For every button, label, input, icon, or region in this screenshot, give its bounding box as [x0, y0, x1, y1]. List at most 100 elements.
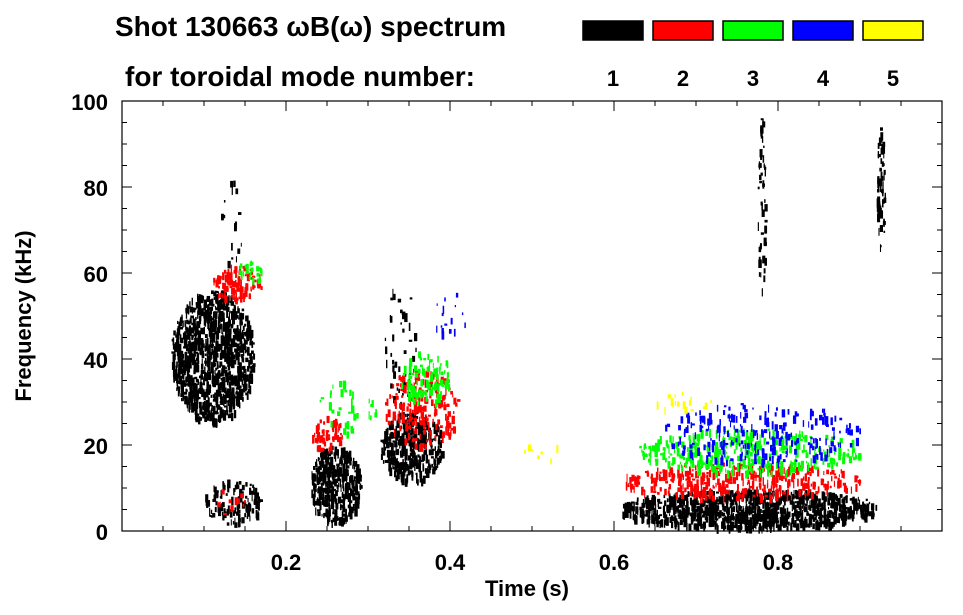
spectral-point-mode-2 — [709, 488, 711, 496]
spectral-point-mode-2 — [758, 482, 762, 488]
spectral-point-mode-1 — [326, 481, 329, 486]
spectral-point-mode-1 — [708, 512, 712, 521]
spectral-point-mode-2 — [797, 478, 799, 487]
spectral-point-mode-1 — [358, 481, 361, 484]
spectral-point-mode-1 — [682, 498, 686, 501]
spectral-point-mode-1 — [218, 370, 220, 377]
spectral-point-mode-1 — [408, 438, 411, 445]
spectrogram-marks — [171, 118, 887, 534]
spectral-point-mode-3 — [639, 445, 642, 449]
spectral-point-mode-1 — [242, 357, 245, 363]
spectral-point-mode-1 — [634, 515, 638, 525]
spectral-point-mode-1 — [202, 387, 204, 394]
spectral-point-mode-3 — [807, 462, 809, 472]
spectral-point-mode-1 — [236, 343, 240, 352]
spectral-point-mode-1 — [659, 519, 663, 523]
spectral-point-mode-3 — [805, 452, 809, 459]
spectral-point-mode-1 — [221, 365, 226, 374]
spectral-point-mode-2 — [798, 488, 802, 497]
spectral-point-mode-1 — [206, 390, 209, 397]
spectral-point-mode-1 — [416, 474, 418, 484]
spectral-point-mode-2 — [856, 483, 858, 490]
spectral-point-mode-1 — [880, 210, 884, 219]
spectral-point-mode-4 — [699, 419, 702, 425]
spectral-point-mode-1 — [754, 519, 757, 529]
spectral-point-mode-5 — [681, 391, 684, 396]
spectral-point-mode-1 — [386, 449, 390, 458]
spectral-point-mode-4 — [699, 415, 703, 422]
spectral-point-mode-1 — [349, 498, 351, 508]
spectral-point-mode-3 — [829, 457, 832, 464]
spectral-point-mode-1 — [332, 517, 336, 522]
spectral-point-mode-2 — [700, 495, 702, 504]
spectral-point-mode-1 — [802, 524, 806, 531]
spectral-point-mode-1 — [226, 388, 230, 393]
spectral-point-mode-2 — [446, 403, 450, 407]
spectral-point-mode-3 — [657, 442, 660, 452]
spectral-point-mode-4 — [680, 416, 684, 424]
spectral-point-mode-1 — [194, 323, 196, 331]
spectral-point-mode-1 — [883, 173, 885, 181]
spectral-point-mode-3 — [369, 415, 372, 421]
spectral-point-mode-1 — [430, 456, 434, 459]
spectral-point-mode-3 — [748, 463, 753, 471]
spectral-point-mode-1 — [392, 432, 396, 439]
spectral-point-mode-1 — [686, 498, 689, 504]
spectral-point-mode-1 — [210, 394, 213, 398]
spectral-point-mode-3 — [700, 464, 704, 468]
spectral-point-mode-1 — [793, 512, 796, 517]
spectral-point-mode-1 — [860, 510, 863, 517]
spectral-point-mode-1 — [348, 482, 351, 491]
spectral-point-mode-1 — [328, 508, 331, 517]
spectral-point-mode-1 — [432, 421, 436, 428]
legend-label-mode-1: 1 — [607, 66, 619, 91]
spectral-point-mode-1 — [173, 354, 176, 360]
spectral-point-mode-1 — [812, 523, 815, 530]
spectral-point-mode-1 — [744, 522, 747, 527]
spectral-point-mode-1 — [230, 180, 234, 188]
spectral-point-mode-1 — [699, 491, 702, 497]
spectral-point-mode-1 — [194, 337, 198, 346]
spectral-point-mode-1 — [726, 516, 730, 524]
spectral-point-mode-2 — [700, 482, 703, 491]
spectral-point-mode-1 — [348, 508, 350, 515]
spectral-point-mode-3 — [419, 357, 423, 361]
spectral-point-mode-2 — [690, 473, 694, 478]
spectral-point-mode-1 — [315, 464, 318, 467]
spectral-point-mode-1 — [808, 514, 813, 520]
spectral-point-mode-1 — [193, 350, 196, 357]
spectral-point-mode-1 — [195, 302, 199, 306]
spectral-point-mode-1 — [441, 451, 445, 459]
spectral-point-mode-1 — [251, 493, 253, 502]
spectral-point-mode-2 — [438, 426, 441, 436]
spectral-point-mode-3 — [714, 451, 717, 459]
spectral-point-mode-1 — [312, 478, 315, 486]
spectral-point-mode-2 — [400, 412, 403, 418]
spectral-point-mode-1 — [381, 440, 385, 443]
spectral-point-mode-4 — [782, 459, 786, 463]
spectral-point-mode-1 — [312, 483, 316, 486]
spectral-point-mode-4 — [730, 458, 734, 462]
spectral-point-mode-1 — [882, 220, 886, 225]
spectral-point-mode-1 — [842, 498, 845, 503]
spectral-point-mode-1 — [180, 350, 184, 356]
spectral-point-mode-1 — [423, 439, 426, 447]
spectral-point-mode-1 — [230, 519, 232, 526]
spectral-point-mode-1 — [318, 497, 321, 507]
spectral-point-mode-1 — [193, 382, 197, 389]
spectral-point-mode-2 — [777, 468, 780, 478]
spectral-point-mode-2 — [312, 434, 315, 444]
spectral-point-mode-2 — [627, 484, 630, 488]
spectral-point-mode-1 — [226, 355, 231, 362]
spectral-point-mode-1 — [335, 479, 339, 483]
spectral-point-mode-1 — [178, 386, 181, 392]
spectral-point-mode-1 — [622, 503, 626, 509]
spectral-point-mode-4 — [756, 433, 759, 440]
spectral-point-mode-2 — [444, 401, 446, 405]
spectral-point-mode-1 — [322, 454, 324, 464]
spectral-point-mode-1 — [212, 398, 216, 402]
spectral-point-mode-1 — [748, 511, 751, 516]
spectral-point-mode-1 — [239, 497, 243, 503]
spectral-point-mode-1 — [748, 506, 752, 514]
spectral-point-mode-3 — [847, 448, 849, 452]
